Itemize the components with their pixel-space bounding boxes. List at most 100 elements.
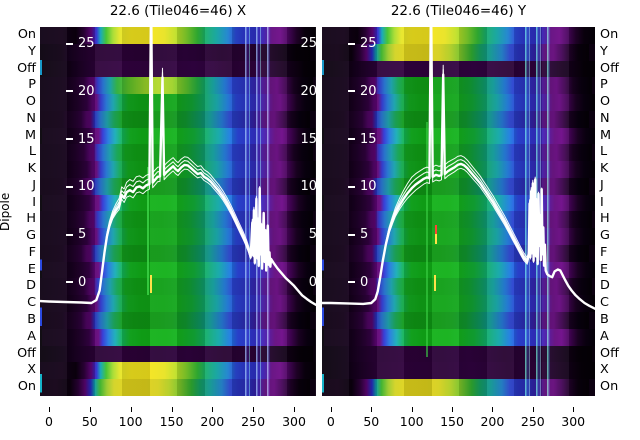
tick-dash-icon	[66, 233, 73, 236]
edge-marks-icon	[40, 27, 42, 396]
dipole-row-label: N	[600, 110, 610, 126]
inner-y-tick-left: 20	[66, 85, 95, 98]
x-tick-mark	[212, 407, 214, 412]
x-tick-label: 50	[363, 414, 380, 429]
dipole-line	[322, 27, 595, 310]
x-tick-label: 0	[326, 414, 335, 429]
inner-y-tick-left: 10	[348, 180, 377, 193]
dipole-row-label: Off	[17, 345, 36, 361]
dipole-row-label: Off	[600, 60, 619, 76]
tick-dash-icon	[66, 281, 73, 284]
x-tick-label: 200	[200, 414, 225, 429]
x-tick-label: 200	[480, 414, 505, 429]
inner-y-tick-value: 5	[78, 227, 87, 243]
dipole-row-label: J	[600, 177, 604, 193]
x-tick-mark	[49, 407, 50, 412]
dipole-row-label: P	[28, 77, 36, 93]
tick-dash-icon	[66, 42, 73, 45]
dipole-line	[322, 27, 595, 310]
x-axis-ticks-x: 0 50 100 150 200 250 300	[40, 407, 316, 440]
inner-y-tick-value: 10	[360, 179, 377, 195]
heatmap-y: 25 20 15 10 5 0	[322, 27, 595, 396]
x-tick-mark	[253, 407, 255, 412]
inner-y-tick-left: 5	[348, 228, 368, 241]
panel-X: 25 25 20 20 15 15 10 10 5 5 0 0 0 50 100 150 200 250 300	[40, 27, 316, 440]
dipole-row-label: B	[600, 312, 609, 327]
rfi-needle-red-icon	[435, 225, 437, 234]
row-labels-right: On Y Off P O N M L K J I H G F E D C B A Off X On	[600, 27, 640, 396]
x-tick-label: 250	[241, 414, 266, 429]
inner-y-tick-value: 0	[360, 274, 369, 290]
x-tick-label: 150	[440, 414, 464, 429]
inner-y-tick-value: 15	[78, 131, 95, 147]
tick-dash-icon	[348, 281, 355, 284]
inner-y-tick-left: 25	[348, 37, 377, 50]
x-tick-mark	[573, 407, 575, 412]
inner-y-tick-value: 20	[360, 83, 377, 99]
dipole-row-label: H	[26, 211, 36, 227]
x-tick-label: 50	[81, 414, 98, 429]
dipole-row-label: I	[600, 194, 604, 210]
inner-y-tick-left: 0	[66, 276, 86, 289]
x-tick-mark	[330, 407, 332, 412]
inner-y-tick-right: 20	[300, 83, 316, 99]
dipole-row-label: Off	[17, 60, 36, 76]
dipole-row-label: N	[26, 110, 36, 126]
inner-y-tick-value: 25	[360, 36, 377, 52]
rfi-needle-yellow-icon	[150, 275, 152, 293]
x-tick-mark	[492, 407, 494, 412]
dipole-row-label: K	[27, 161, 36, 177]
dipole-row-label: O	[25, 94, 36, 110]
panel-title-y: 22.6 (Tile046=46) Y	[390, 3, 527, 19]
x-tick-label: 300	[561, 414, 586, 429]
dipole-row-label: X	[600, 362, 609, 378]
dipole-row-label: G	[600, 228, 610, 244]
dipole-row-label: E	[27, 261, 36, 277]
dipole-row-label: P	[600, 77, 608, 93]
rfi-needle-green-icon	[426, 122, 428, 357]
tick-dash-icon	[66, 138, 73, 141]
inner-y-tick-value: 0	[78, 274, 87, 290]
tick-dash-icon	[348, 90, 355, 93]
x-tick-mark	[130, 407, 132, 412]
dipole-row-label: On	[17, 26, 36, 42]
inner-y-tick-value: 5	[360, 227, 369, 243]
row-labels-left: On Y Off P O N M L K J I H G F E D C B A Off X On	[0, 27, 36, 396]
inner-y-tick-left: 0	[348, 276, 368, 289]
edge-marks-icon	[322, 27, 324, 396]
dipole-row-label: C	[600, 295, 609, 311]
dipole-row-label: E	[600, 261, 609, 277]
dipole-row-label: A	[600, 328, 609, 344]
dipole-row-label: H	[600, 211, 610, 227]
x-tick-label: 250	[520, 414, 545, 429]
dipole-row-label: J	[32, 177, 36, 193]
dipole-row-label: B	[27, 312, 36, 327]
inner-y-tick-left: 25	[66, 37, 95, 50]
inner-y-tick-right: 15	[300, 131, 316, 147]
dipole-row-label: Y	[600, 43, 608, 59]
dipole-row-label: D	[600, 278, 610, 294]
inner-y-tick-value: 25	[78, 36, 95, 52]
heatmap-x: 25 25 20 20 15 15 10 10 5 5 0 0	[40, 27, 316, 396]
tick-dash-icon	[348, 233, 355, 236]
dipole-row-label: Y	[28, 43, 36, 59]
dipole-row-label: I	[32, 194, 36, 210]
x-tick-mark	[532, 407, 534, 412]
dipole-row-label: M	[600, 127, 612, 143]
dipole-row-label: A	[27, 328, 36, 344]
panel-title-x: 22.6 (Tile046=46) X	[109, 3, 247, 19]
inner-y-tick-left: 5	[66, 228, 86, 241]
tick-dash-icon	[66, 90, 73, 93]
rfi-needle-yellow-icon	[435, 234, 437, 244]
dipole-row-label: On	[600, 26, 619, 42]
inner-y-tick-right: 5	[308, 227, 316, 243]
rfi-needle-yellow2-icon	[434, 275, 436, 291]
dipole-line	[322, 27, 595, 310]
bandpass-curve-Y	[322, 27, 595, 310]
x-tick-label: 0	[45, 414, 53, 429]
rfi-needle-green-icon	[147, 167, 149, 295]
inner-y-tick-value: 15	[360, 131, 377, 147]
x-tick-label: 300	[282, 414, 306, 429]
inner-y-tick-left: 20	[348, 85, 377, 98]
x-tick-label: 100	[399, 414, 424, 429]
